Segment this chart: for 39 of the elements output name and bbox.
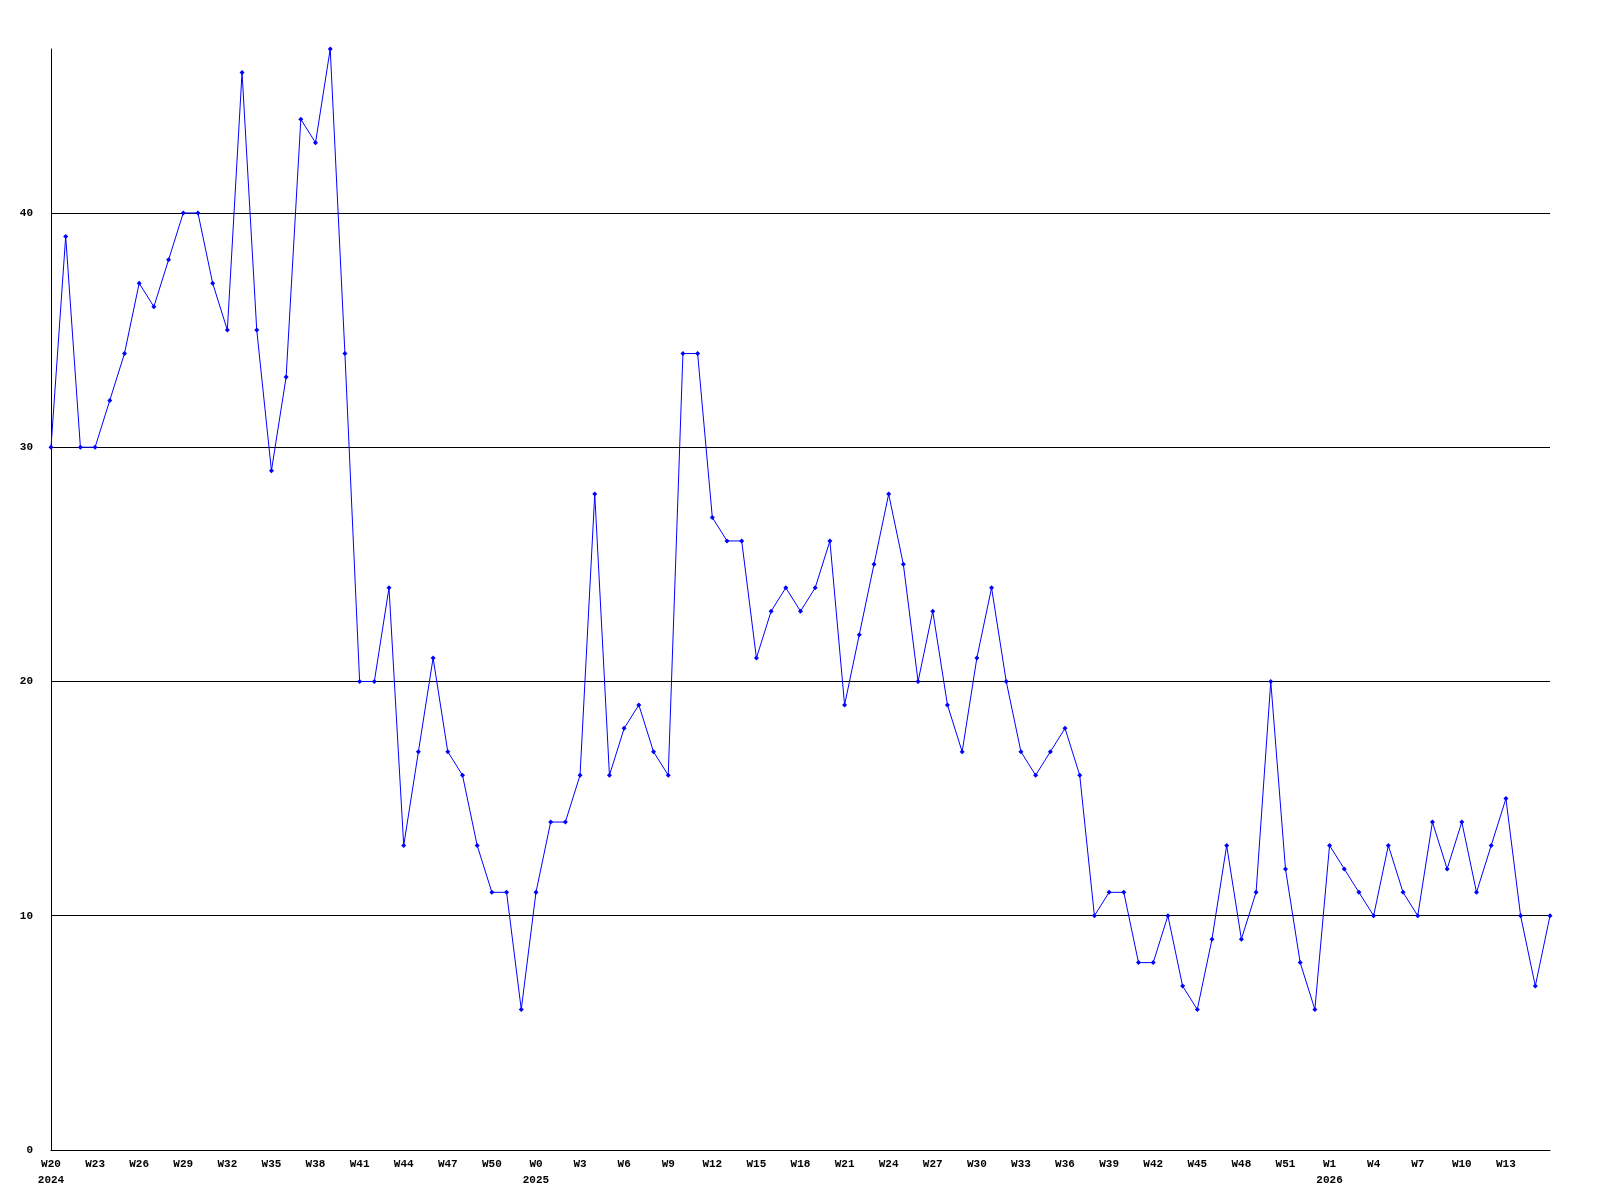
x-tick-label: W44: [393, 1158, 414, 1170]
x-tick-label: W39: [1099, 1158, 1120, 1170]
x-tick-label: W21: [834, 1158, 855, 1170]
x-tick-label: W51: [1275, 1158, 1296, 1170]
x-tick-label: W1 2026: [1316, 1158, 1343, 1186]
x-tick-label: W18: [790, 1158, 811, 1170]
y-tick-label: 20: [19, 675, 33, 688]
x-tick-label: W13: [1496, 1158, 1517, 1170]
x-tick-label: W50: [481, 1158, 502, 1170]
x-tick-label: W30: [966, 1158, 987, 1170]
y-tick-label: 30: [19, 441, 33, 454]
x-tick-label: W10: [1451, 1158, 1472, 1170]
x-tick-label: W33: [1011, 1158, 1032, 1170]
x-tick-label: W45: [1187, 1158, 1208, 1170]
x-tick-label: W35: [261, 1158, 282, 1170]
x-tick-label: W12: [702, 1158, 723, 1170]
y-tick-label: 40: [19, 206, 33, 219]
x-tick-label: W47: [437, 1158, 458, 1170]
x-tick-label: W41: [349, 1158, 370, 1170]
x-tick-label: W9: [661, 1158, 675, 1170]
x-tick-label: W26: [129, 1158, 150, 1170]
x-tick-label: W6: [617, 1158, 631, 1170]
x-tick-label: W3: [573, 1158, 588, 1170]
x-tick-label: W0 2025: [522, 1158, 550, 1186]
x-tick-label: W48: [1231, 1158, 1252, 1170]
x-tick-label: W20 2024: [37, 1158, 65, 1186]
x-tick-label: W15: [746, 1158, 767, 1170]
x-tick-label: W4: [1367, 1158, 1381, 1170]
y-tick-label: 10: [19, 909, 33, 922]
x-tick-label: W24: [878, 1158, 899, 1170]
x-tick-label: W36: [1055, 1158, 1075, 1170]
x-tick-label: W7: [1411, 1158, 1425, 1170]
x-tick-label: W38: [305, 1158, 326, 1170]
x-tick-label: W27: [922, 1158, 943, 1170]
x-tick-label: W23: [85, 1158, 106, 1170]
x-tick-label: W32: [217, 1158, 238, 1170]
x-tick-label: W42: [1143, 1158, 1164, 1170]
x-tick-label: W29: [173, 1158, 194, 1170]
y-tick-label: 0: [26, 1144, 33, 1156]
